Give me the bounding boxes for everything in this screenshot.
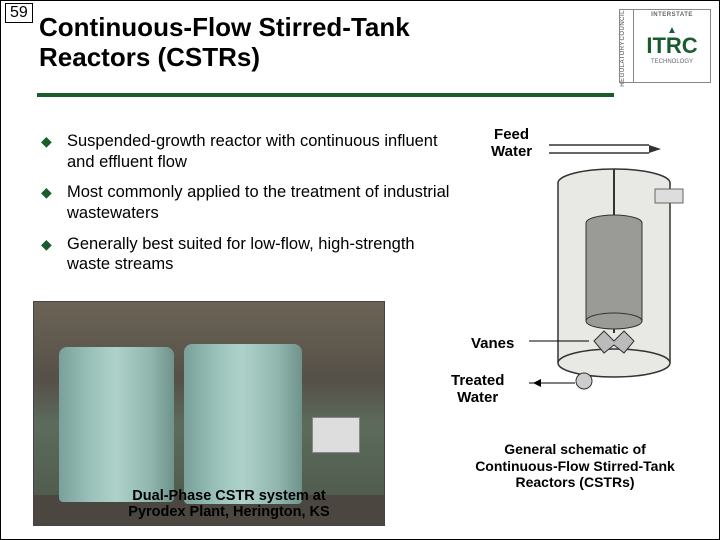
bullet-list: ◆ Suspended-growth reactor with continuo… [41,131,451,285]
treated-l1: Treated [451,372,504,389]
treated-l2: Water [457,389,498,406]
title-line-2: Reactors (CSTRs) [39,42,260,72]
slide-header: Continuous-Flow Stirred-Tank Reactors (C… [39,13,614,73]
cstr-photo: Dual-Phase CSTR system at Pyrodex Plant,… [33,301,385,526]
photo-tank-left [59,347,174,502]
list-item: ◆ Suspended-growth reactor with continuo… [41,131,451,172]
feed-l1: Feed [494,126,529,143]
reactor-svg [529,133,699,423]
slide-title: Continuous-Flow Stirred-Tank Reactors (C… [39,13,614,73]
photo-tank-right [184,344,302,504]
logo-interstate: INTERSTATE [651,12,693,18]
feed-water-label: Feed Water [491,127,532,160]
list-item: ◆ Generally best suited for low-flow, hi… [41,234,451,275]
logo-acronym: ITRC [646,33,697,59]
bullet-text: Most commonly applied to the treatment o… [67,182,451,223]
logo-side-bottom: REGULATORY [620,41,633,87]
reactor-diagram: Feed Water Vanes Treated Water [479,127,699,427]
photo-caption: Dual-Phase CSTR system at Pyrodex Plant,… [79,488,379,521]
bullet-text: Suspended-growth reactor with continuous… [67,131,451,172]
schematic-l3: Reactors (CSTRs) [515,474,634,490]
photo-placard [312,417,360,453]
photo-caption-l2: Pyrodex Plant, Herington, KS [128,504,329,520]
logo-main: INTERSTATE ▲ ITRC TECHNOLOGY [634,10,710,82]
title-line-1: Continuous-Flow Stirred-Tank [39,12,410,42]
logo-side: COUNCIL REGULATORY [620,10,634,82]
feed-l2: Water [491,143,532,160]
logo-sub: TECHNOLOGY [651,59,693,65]
schematic-caption: General schematic of Continuous-Flow Sti… [449,441,701,491]
bullet-icon: ◆ [41,234,67,275]
list-item: ◆ Most commonly applied to the treatment… [41,182,451,223]
photo-caption-l1: Dual-Phase CSTR system at [132,488,325,504]
title-underline [37,93,614,97]
bullet-icon: ◆ [41,182,67,223]
schematic-l2: Continuous-Flow Stirred-Tank [475,458,675,474]
itrc-logo: COUNCIL REGULATORY INTERSTATE ▲ ITRC TEC… [619,9,711,83]
bullet-icon: ◆ [41,131,67,172]
vanes-label: Vanes [471,335,514,352]
bullet-text: Generally best suited for low-flow, high… [67,234,451,275]
schematic-l1: General schematic of [504,441,646,457]
treated-water-label: Treated Water [451,373,504,406]
logo-side-top: COUNCIL [620,10,633,41]
slide-number: 59 [5,3,33,23]
